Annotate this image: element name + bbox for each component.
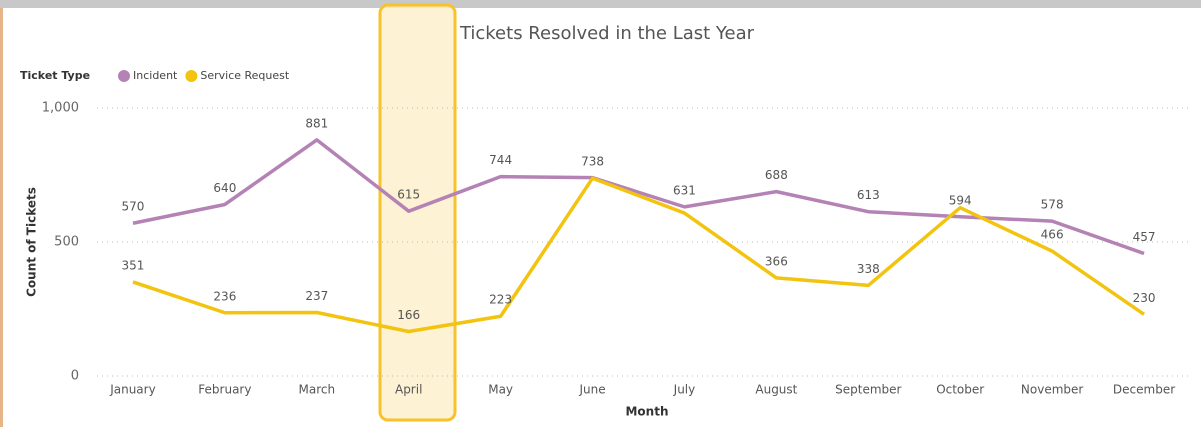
data-label: 570 <box>122 200 145 214</box>
left-border <box>0 8 3 427</box>
series-line <box>132 138 1145 256</box>
data-label: 366 <box>765 254 788 268</box>
highlight-box <box>378 3 457 422</box>
x-axis-title: Month <box>625 405 668 419</box>
data-label: 236 <box>213 289 236 303</box>
data-label: 466 <box>1041 228 1064 242</box>
data-label: 594 <box>949 193 972 207</box>
legend-label: Incident <box>133 69 178 82</box>
x-tick-label: December <box>1113 383 1175 397</box>
chart-title: Tickets Resolved in the Last Year <box>459 23 755 44</box>
x-tick-label: January <box>109 383 156 397</box>
x-tick-label: September <box>835 383 901 397</box>
x-tick-label: March <box>298 383 335 397</box>
legend-marker <box>118 70 130 82</box>
data-label: 631 <box>673 183 696 197</box>
legend-marker <box>185 70 198 82</box>
y-axis-title: Count of Tickets <box>25 187 39 297</box>
y-tick-label: 500 <box>54 235 79 250</box>
data-label: 457 <box>1133 230 1156 244</box>
data-label: 738 <box>581 155 604 169</box>
x-tick-label: October <box>936 383 984 397</box>
top-border <box>0 0 1201 8</box>
legend-title: Ticket Type <box>20 69 90 82</box>
data-label: 237 <box>305 289 328 303</box>
data-label: 744 <box>489 153 512 167</box>
x-tick-label: July <box>673 383 696 397</box>
x-tick-label: May <box>488 383 513 397</box>
y-tick-label: 1,000 <box>42 101 79 116</box>
legend-label: Service Request <box>200 69 290 82</box>
data-label: 166 <box>397 308 420 322</box>
x-tick-label: April <box>395 383 422 397</box>
x-tick-label: June <box>578 383 605 397</box>
y-tick-label: 0 <box>71 369 79 384</box>
data-label: 223 <box>489 293 512 307</box>
x-tick-label: November <box>1021 383 1083 397</box>
data-label: 640 <box>213 181 236 195</box>
x-tick-label: February <box>198 383 251 397</box>
data-label: 613 <box>857 188 880 202</box>
x-tick-label: August <box>755 383 797 397</box>
data-label: 578 <box>1041 198 1064 212</box>
data-label: 688 <box>765 168 788 182</box>
data-label: 230 <box>1133 291 1156 305</box>
series-line <box>132 176 1146 334</box>
data-label: 351 <box>122 258 145 272</box>
data-label: 615 <box>397 188 420 202</box>
data-label: 338 <box>857 262 880 276</box>
data-label: 881 <box>305 116 328 130</box>
